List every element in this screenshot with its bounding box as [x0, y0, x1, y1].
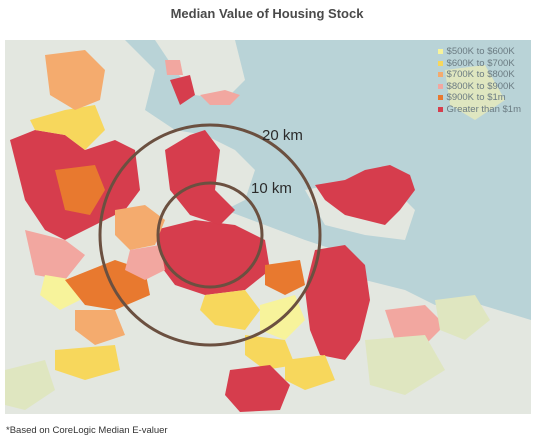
legend-label: Greater than $1m	[446, 103, 521, 115]
legend-label: $800K to $900K	[446, 80, 515, 92]
ring-label-20km: 20 km	[262, 127, 303, 144]
legend-item: $600K to $700K	[437, 57, 521, 70]
map-title: Median Value of Housing Stock	[170, 6, 364, 21]
legend-label: $500K to $600K	[446, 46, 515, 58]
ring-10km	[156, 181, 264, 289]
legend-swatch	[437, 72, 443, 78]
legend-label: $900K to $1m	[446, 92, 506, 104]
legend-item: $500K to $600K	[437, 46, 521, 58]
ring-20km	[98, 123, 322, 347]
region-polygons	[5, 50, 505, 412]
ring-label-10km: 10 km	[251, 180, 292, 197]
map-canvas	[5, 40, 531, 414]
legend-label: $700K to $800K	[446, 69, 515, 81]
map-legend: $500K to $600K $600K to $700K $700K to $80…	[437, 46, 521, 116]
legend-item: Greater than $1m	[437, 103, 521, 116]
legend-swatch	[437, 83, 443, 89]
legend-item: $700K to $800K	[437, 69, 521, 81]
housing-value-map[interactable]: $500K to $600K $600K to $700K $700K to $80…	[5, 40, 531, 414]
legend-swatch	[437, 60, 443, 66]
legend-item: $900K to $1m	[437, 92, 521, 104]
legend-swatch	[437, 106, 443, 112]
legend-label: $600K to $700K	[446, 57, 515, 69]
legend-swatch	[437, 95, 443, 101]
footnote: *Based on CoreLogic Median E-valuer	[6, 425, 168, 436]
legend-swatch	[437, 49, 443, 55]
distance-rings	[98, 123, 322, 347]
legend-item: $800K to $900K	[437, 80, 521, 93]
